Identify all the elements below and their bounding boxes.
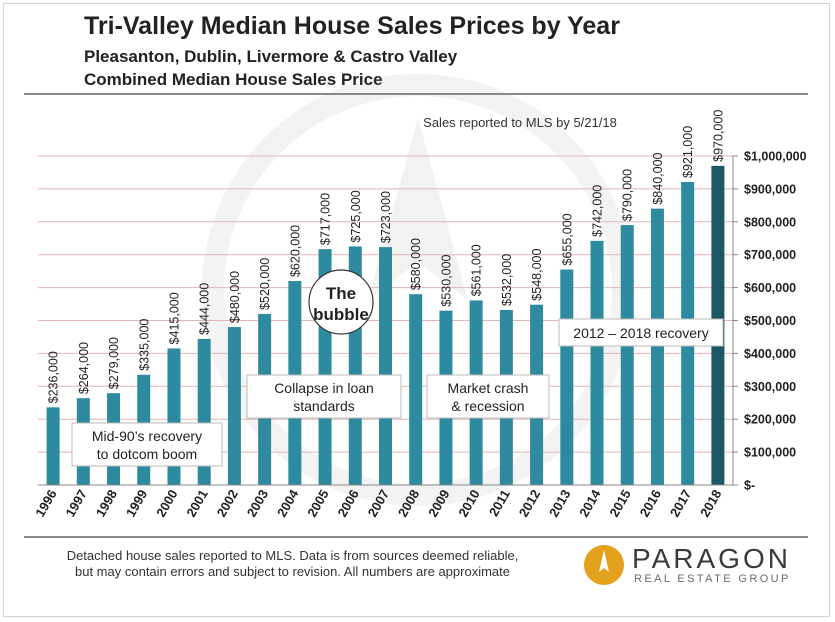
footer-divider (24, 536, 808, 538)
bar-2013 (560, 269, 574, 485)
dotcom-text-1: Mid-90’s recovery (92, 428, 202, 444)
subtitle-cities: Pleasanton, Dublin, Livermore & Castro V… (84, 47, 458, 66)
data-label: $790,000 (621, 169, 635, 221)
bar-2008 (409, 294, 423, 485)
logo-subtitle: REAL ESTATE GROUP (634, 573, 791, 585)
y-tick-label: $800,000 (744, 215, 796, 229)
data-label: $723,000 (379, 191, 393, 243)
footnote: Detached house sales reported to MLS. Da… (20, 548, 565, 580)
dotcom-recovery-annotation: Mid-90’s recovery to dotcom boom (71, 422, 223, 467)
crash-text-2: & recession (451, 398, 524, 414)
y-tick-label: $100,000 (744, 446, 796, 460)
x-tick-label: 2002 (214, 487, 241, 520)
y-tick-label: $700,000 (744, 248, 796, 262)
x-tick-label: 2013 (546, 487, 573, 520)
data-label: $717,000 (319, 193, 333, 245)
y-tick-label: $900,000 (744, 182, 796, 196)
y-tick-label: $- (744, 479, 755, 493)
data-label: $548,000 (530, 249, 544, 301)
loan-text-2: standards (293, 398, 354, 414)
recovery-2012-annotation: 2012 – 2018 recovery (558, 318, 724, 347)
bubble-annotation: The bubble (308, 269, 374, 335)
y-tick-label: $1,000,000 (744, 150, 807, 164)
sales-note-annotation: Sales reported to MLS by 5/21/18 (423, 115, 617, 130)
y-tick-label: $600,000 (744, 281, 796, 295)
bubble-text-1: The (326, 284, 356, 303)
data-labels: $236,000 $264,000 $279,000 $335,000 $415,000… (47, 110, 726, 404)
dotcom-text-2: to dotcom boom (97, 446, 197, 462)
data-label: $444,000 (198, 283, 212, 335)
logo-name: PARAGON (632, 543, 791, 574)
x-tick-label: 2014 (576, 486, 604, 519)
data-label: $279,000 (107, 337, 121, 389)
x-tick-label: 2016 (637, 487, 664, 520)
bar-2016 (650, 208, 664, 485)
data-label: $561,000 (470, 244, 484, 296)
y-tick-label: $400,000 (744, 347, 796, 361)
bar-2015 (620, 225, 634, 485)
x-tick-label: 2000 (153, 487, 180, 520)
data-label: $415,000 (167, 292, 181, 344)
x-tick-label: 1998 (93, 487, 120, 520)
loan-collapse-annotation: Collapse in loan standards (246, 374, 402, 419)
bar-2014 (590, 240, 604, 485)
data-label: $840,000 (651, 152, 665, 204)
data-label: $921,000 (681, 126, 695, 178)
data-label: $532,000 (500, 254, 514, 306)
y-tick-label: $500,000 (744, 314, 796, 328)
footnote-line-1: Detached house sales reported to MLS. Da… (66, 548, 519, 563)
x-tick-label: 2017 (667, 487, 694, 520)
x-tick-label: 1999 (123, 487, 150, 520)
crash-text-1: Market crash (448, 380, 529, 396)
x-tick-label: 2015 (606, 487, 633, 520)
recovery-2012-text: 2012 – 2018 recovery (573, 325, 708, 341)
data-label: $620,000 (288, 225, 302, 277)
x-tick-label: 2012 (516, 487, 543, 520)
bar-1996 (46, 407, 60, 485)
data-label: $520,000 (258, 258, 272, 310)
data-label: $655,000 (560, 213, 574, 265)
data-label: $335,000 (137, 319, 151, 371)
x-tick-label: 1997 (62, 487, 89, 520)
data-label: $264,000 (77, 342, 91, 394)
data-label: $480,000 (228, 271, 242, 323)
paragon-logo: PARAGON REAL ESTATE GROUP (582, 543, 802, 587)
data-label: $725,000 (349, 190, 363, 242)
x-tick-label: 1996 (32, 487, 59, 520)
header-divider (24, 93, 808, 95)
x-tick-label: 2004 (274, 486, 302, 519)
loan-text-1: Collapse in loan (274, 380, 374, 396)
x-axis: 1996 1997 1998 1999 2000 2001 2002 2003 2004 2005… (32, 484, 733, 520)
y-tick-label: $300,000 (744, 380, 796, 394)
bar-2002 (227, 327, 241, 485)
data-label: $970,000 (711, 110, 725, 162)
x-tick-label: 2001 (183, 487, 210, 520)
market-crash-annotation: Market crash & recession (426, 374, 550, 419)
y-axis: $- $100,000 $200,000 $300,000 $400,000 $500,0… (732, 150, 807, 493)
footnote-line-2: but may contain errors and subject to re… (75, 564, 510, 579)
data-label: $236,000 (47, 351, 61, 403)
data-label: $530,000 (439, 254, 453, 306)
paragon-logo-icon (584, 545, 624, 585)
data-label: $742,000 (591, 185, 605, 237)
x-tick-label: 2005 (304, 487, 331, 520)
y-tick-label: $200,000 (744, 413, 796, 427)
subtitle-metric: Combined Median House Sales Price (84, 70, 383, 89)
page-title: Tri-Valley Median House Sales Prices by … (84, 12, 620, 40)
bubble-text-2: bubble (313, 305, 369, 324)
data-label: $580,000 (409, 238, 423, 290)
x-tick-label: 2003 (244, 487, 271, 520)
x-tick-label: 2018 (697, 487, 724, 520)
bar-2007 (379, 247, 392, 485)
